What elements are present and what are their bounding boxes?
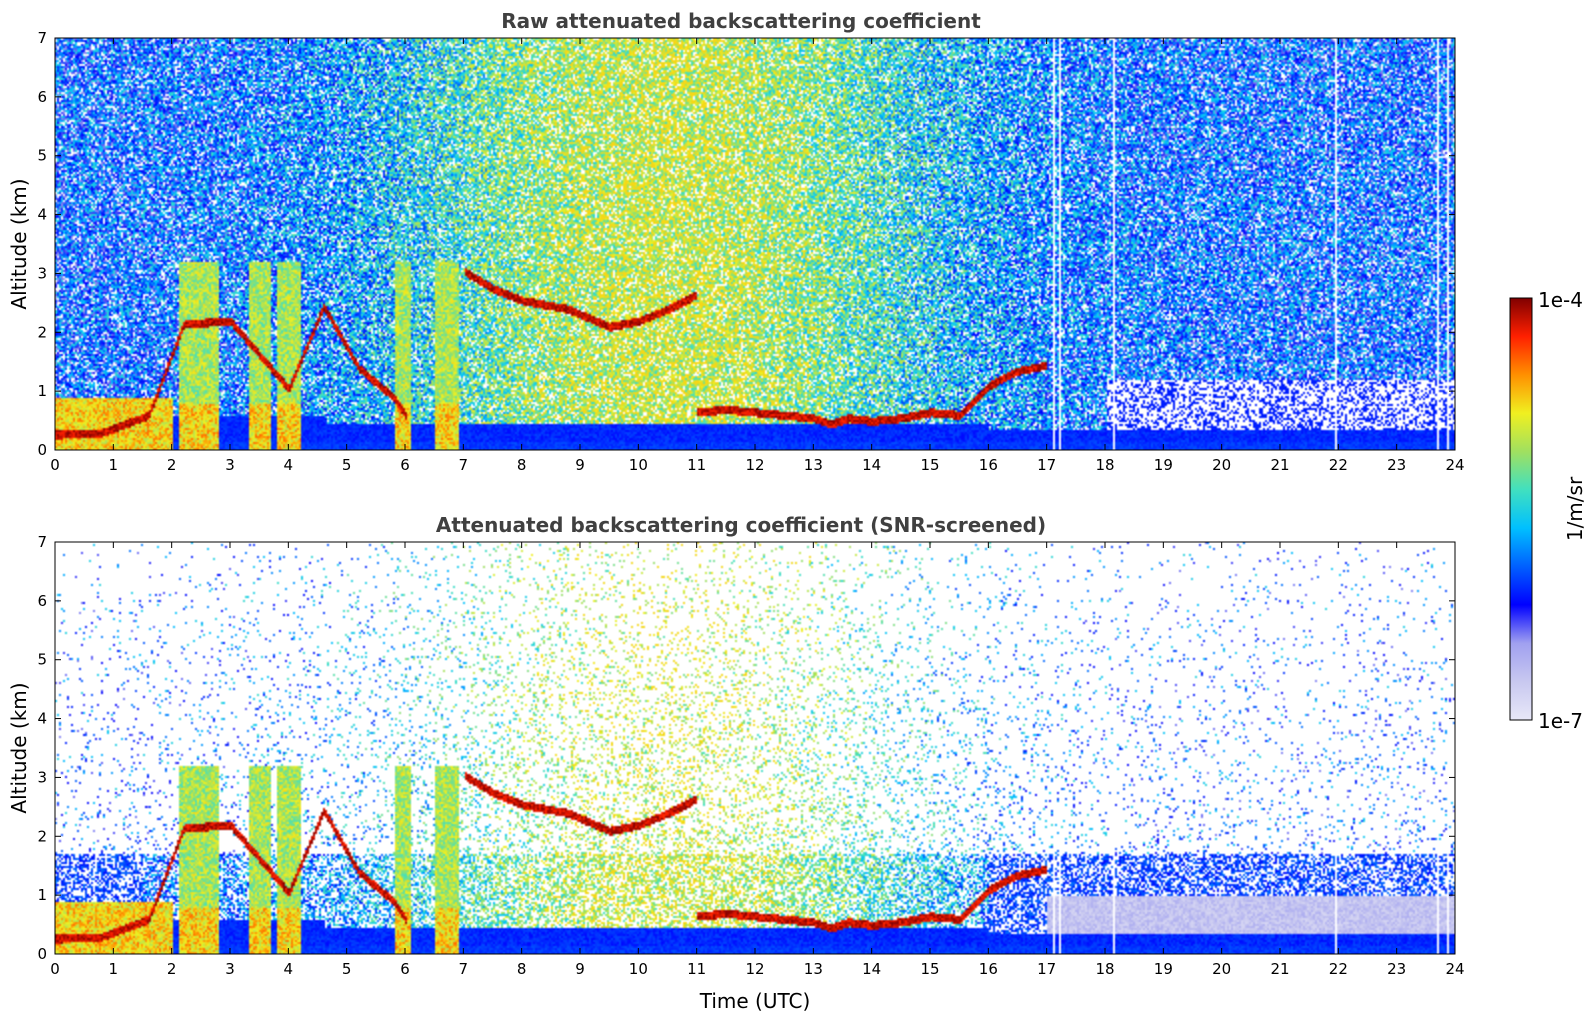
x-tick-label: 22 (1329, 960, 1348, 978)
x-tick-label: 9 (575, 960, 585, 978)
x-tick-label: 17 (1037, 456, 1056, 474)
x-tick-label: 24 (1445, 456, 1464, 474)
x-tick-label: 19 (1154, 960, 1173, 978)
y-tick-label: 5 (37, 147, 47, 165)
panel-raw-heatmap (55, 38, 1455, 450)
x-tick-label: 1 (109, 960, 119, 978)
panel-raw-ylabel: Altitude (km) (7, 178, 31, 309)
x-tick-label: 4 (284, 456, 294, 474)
x-tick-label: 13 (804, 456, 823, 474)
x-tick-label: 2 (167, 960, 177, 978)
x-tick-label: 0 (50, 456, 60, 474)
x-tick-label: 13 (804, 960, 823, 978)
y-tick-label: 1 (37, 886, 47, 904)
colorbar: 1e-4 1e-7 1/m/sr (1509, 288, 1587, 733)
y-tick-label: 3 (37, 264, 47, 282)
colorbar-min-label: 1e-7 (1538, 709, 1583, 733)
x-tick-label: 18 (1095, 960, 1114, 978)
x-tick-label: 11 (687, 960, 706, 978)
x-tick-label: 0 (50, 960, 60, 978)
x-tick-label: 10 (629, 456, 648, 474)
panel-raw-axes: 0 1 2 3 4 5 6 7 8 9 10 11 12 13 14 15 16 17 18 19 20 21 22 23 24… (37, 29, 1464, 474)
x-tick-label: 3 (225, 456, 235, 474)
y-tick-label: 1 (37, 382, 47, 400)
x-tick-label: 24 (1445, 960, 1464, 978)
x-tick-label: 16 (979, 456, 998, 474)
y-tick-label: 3 (37, 768, 47, 786)
x-tick-label: 20 (1212, 960, 1231, 978)
y-tick-label: 7 (37, 533, 47, 551)
x-tick-label: 7 (459, 456, 469, 474)
y-tick-label: 0 (37, 945, 47, 963)
colorbar-unit-label: 1/m/sr (1563, 476, 1587, 541)
y-tick-label: 6 (37, 592, 47, 610)
x-tick-label: 11 (687, 456, 706, 474)
x-tick-label: 10 (629, 960, 648, 978)
x-tick-label: 23 (1387, 960, 1406, 978)
colorbar-max-label: 1e-4 (1538, 288, 1583, 312)
x-tick-label: 5 (342, 456, 352, 474)
x-tick-label: 21 (1270, 456, 1289, 474)
x-tick-label: 15 (920, 960, 939, 978)
panel-screened-xlabel: Time (UTC) (699, 989, 811, 1013)
panel-raw-title: Raw attenuated backscattering coefficien… (501, 9, 981, 33)
x-tick-label: 6 (400, 456, 410, 474)
panel-screened: Attenuated backscattering coefficient (S… (7, 513, 1465, 1013)
x-tick-label: 22 (1329, 456, 1348, 474)
y-tick-label: 4 (37, 710, 47, 728)
x-tick-label: 5 (342, 960, 352, 978)
panel-screened-ylabel: Altitude (km) (7, 682, 31, 813)
x-tick-label: 1 (109, 456, 119, 474)
y-tick-label: 5 (37, 651, 47, 669)
panel-raw: Raw attenuated backscattering coefficien… (7, 9, 1465, 474)
y-tick-label: 4 (37, 206, 47, 224)
x-tick-label: 4 (284, 960, 294, 978)
x-tick-label: 17 (1037, 960, 1056, 978)
panel-screened-title: Attenuated backscattering coefficient (S… (436, 513, 1046, 537)
x-tick-label: 9 (575, 456, 585, 474)
y-tick-label: 2 (37, 323, 47, 341)
y-tick-label: 6 (37, 88, 47, 106)
x-tick-label: 3 (225, 960, 235, 978)
x-tick-label: 7 (459, 960, 469, 978)
y-tick-label: 7 (37, 29, 47, 47)
x-tick-label: 20 (1212, 456, 1231, 474)
panel-screened-heatmap (55, 542, 1455, 954)
x-tick-label: 8 (517, 456, 527, 474)
y-tick-label: 0 (37, 441, 47, 459)
panel-screened-axes: 0 1 2 3 4 5 6 7 8 9 10 11 12 13 14 15 16 17 18 19 20 21 22 23 24… (37, 533, 1464, 978)
y-tick-label: 2 (37, 827, 47, 845)
x-tick-label: 12 (745, 960, 764, 978)
x-tick-label: 6 (400, 960, 410, 978)
x-tick-label: 14 (862, 960, 881, 978)
x-tick-label: 2 (167, 456, 177, 474)
x-tick-label: 18 (1095, 456, 1114, 474)
x-tick-label: 23 (1387, 456, 1406, 474)
x-tick-label: 15 (920, 456, 939, 474)
x-tick-label: 21 (1270, 960, 1289, 978)
x-tick-label: 16 (979, 960, 998, 978)
x-tick-label: 12 (745, 456, 764, 474)
x-tick-label: 8 (517, 960, 527, 978)
x-tick-label: 14 (862, 456, 881, 474)
colorbar-scale (1509, 297, 1533, 721)
x-tick-label: 19 (1154, 456, 1173, 474)
